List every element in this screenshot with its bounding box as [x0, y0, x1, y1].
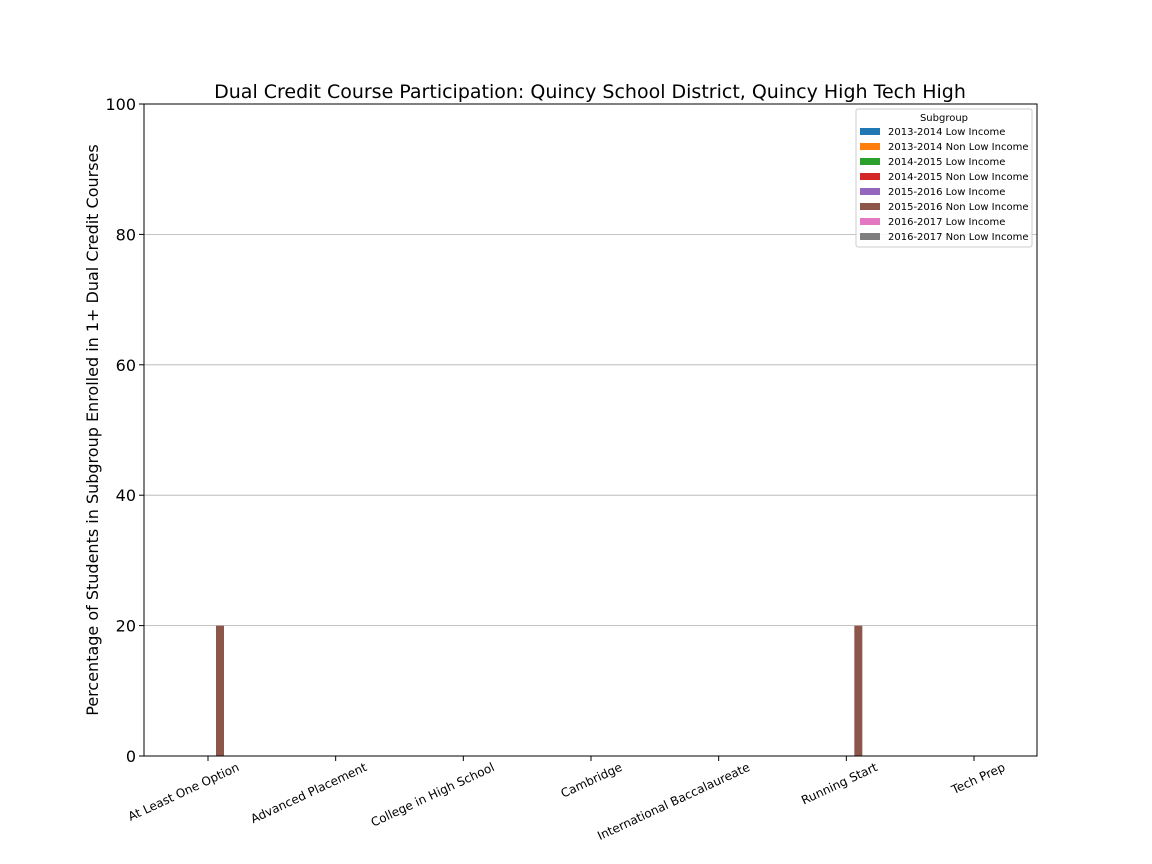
legend-entry-label: 2016-2017 Low Income [888, 217, 1005, 228]
bar [216, 625, 224, 756]
x-tick-label: College in High School [369, 760, 497, 830]
legend-swatch [860, 128, 880, 135]
legend-swatch [860, 143, 880, 150]
legend-swatch [860, 158, 880, 165]
y-tick-label: 0 [126, 747, 136, 766]
x-tick-label: Advanced Placement [248, 760, 369, 826]
bar [854, 625, 863, 756]
y-axis: 0 20 40 60 80 100 [105, 95, 144, 766]
bars [216, 625, 863, 756]
y-tick-label: 20 [116, 617, 136, 636]
legend-swatch [860, 173, 880, 180]
legend-entry-label: 2016-2017 Non Low Income [888, 232, 1028, 243]
x-tick-label: Tech Prep [948, 760, 1007, 797]
chart-title: Dual Credit Course Participation: Quincy… [214, 81, 966, 103]
legend-entry-label: 2014-2015 Low Income [888, 157, 1005, 168]
legend-entry-label: 2015-2016 Low Income [888, 187, 1005, 198]
x-tick-label: Running Start [799, 760, 880, 808]
legend-swatch [860, 218, 880, 225]
legend-title: Subgroup [920, 113, 968, 124]
legend-entry-label: 2013-2014 Non Low Income [888, 142, 1028, 153]
legend-swatch [860, 188, 880, 195]
legend-items: 2013-2014 Low Income 2013-2014 Non Low In… [860, 127, 1028, 243]
y-tick-label: 100 [105, 95, 136, 114]
y-axis-label: Percentage of Students in Subgroup Enrol… [83, 144, 102, 715]
x-tick-label: Cambridge [559, 760, 625, 801]
legend-entry-label: 2013-2014 Low Income [888, 127, 1005, 138]
x-tick-label: At Least One Option [126, 760, 241, 824]
legend-swatch [860, 233, 880, 240]
legend: Subgroup 2013-2014 Low Income 2013-2014 N… [855, 108, 1033, 248]
grid-lines [144, 233, 1037, 626]
legend-box [855, 108, 1033, 248]
legend-entry-label: 2014-2015 Non Low Income [888, 172, 1028, 183]
x-axis: At Least One Option Advanced Placement Col… [126, 756, 1007, 843]
y-tick-label: 40 [116, 486, 136, 505]
y-tick-label: 60 [116, 356, 136, 375]
y-tick-label: 80 [116, 225, 136, 244]
legend-entry-label: 2015-2016 Non Low Income [888, 202, 1028, 213]
legend-swatch [860, 203, 880, 210]
